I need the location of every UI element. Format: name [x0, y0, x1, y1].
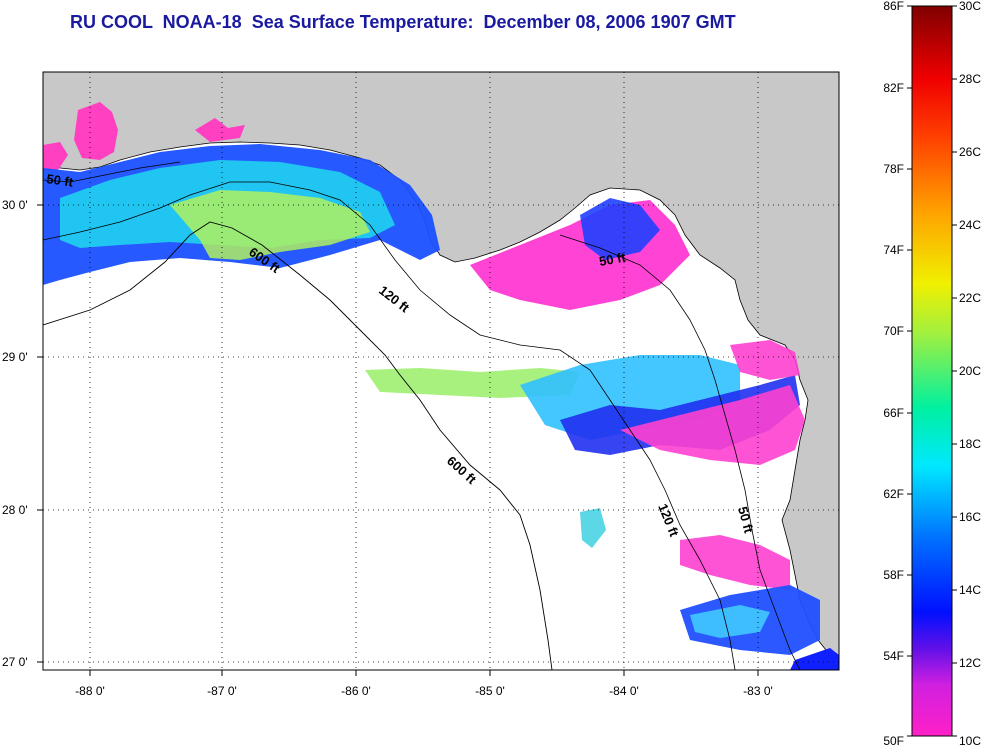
lon-label: -84 0'	[609, 684, 639, 698]
bay-choctawhatchee	[195, 118, 245, 142]
colorbar-ticks	[907, 5, 957, 737]
sst-north-central-magenta	[730, 340, 800, 380]
lat-label: 27 0'	[2, 655, 28, 669]
contour-50ft-line	[43, 161, 801, 670]
map-frame	[42, 71, 840, 671]
axis-ticks	[37, 204, 759, 676]
lat-label: 29 0'	[2, 350, 28, 364]
colorbar-c-label: 28C	[959, 72, 981, 86]
lat-label: 30 0'	[2, 198, 28, 212]
colorbar-f-label: 86F	[883, 0, 904, 13]
sst-bottom-right-blue	[790, 648, 839, 670]
colorbar-f-label: 54F	[883, 649, 904, 663]
colorbar	[911, 5, 953, 737]
colorbar-f-label: 82F	[883, 81, 904, 95]
colorbar-f-label: 66F	[883, 406, 904, 420]
chart-title: RU COOL NOAA-18 Sea Surface Temperature:…	[70, 12, 736, 32]
sst-central-magenta	[620, 385, 805, 465]
sst-south-cyan	[690, 605, 770, 638]
sst-scatter-cyan	[580, 508, 606, 548]
colorbar-c-label: 26C	[959, 145, 981, 159]
colorbar-c-label: 18C	[959, 437, 981, 451]
colorbar-f-label: 50F	[883, 734, 904, 748]
colorbar-c-label: 24C	[959, 218, 981, 232]
colorbar-f-label: 78F	[883, 162, 904, 176]
lon-label: -85 0'	[475, 684, 505, 698]
sst-bigbend-blue	[580, 198, 660, 260]
sst-panhandle-green	[170, 190, 370, 260]
colorbar-f-label: 74F	[883, 243, 904, 257]
colorbar-c-label: 30C	[959, 0, 981, 13]
bay-west-edge	[43, 142, 68, 170]
contour-label: 50 ft	[735, 505, 757, 535]
lon-label: -86 0'	[341, 684, 371, 698]
contour-label: 50 ft	[46, 171, 75, 190]
colorbar-c-label: 22C	[959, 291, 981, 305]
contour-600ft-line	[43, 221, 553, 670]
colorbar-c-label: 20C	[959, 364, 981, 378]
colorbar-f-label: 58F	[883, 568, 904, 582]
land-mass	[43, 72, 839, 661]
lon-label: -87 0'	[207, 684, 237, 698]
colorbar-f-label: 62F	[883, 487, 904, 501]
contour-label: 50 ft	[598, 249, 628, 269]
colorbar-c-label: 12C	[959, 656, 981, 670]
colorbar-f-label: 70F	[883, 324, 904, 338]
colorbar-c-label: 10C	[959, 734, 981, 748]
lon-label: -83 0'	[743, 684, 773, 698]
colorbar-c-label: 14C	[959, 583, 981, 597]
lat-label: 28 0'	[2, 503, 28, 517]
lon-label: -88 0'	[75, 684, 105, 698]
bay-pensacola	[74, 102, 118, 160]
contour-120ft-line	[43, 181, 736, 670]
colorbar-c-label: 16C	[959, 510, 981, 524]
